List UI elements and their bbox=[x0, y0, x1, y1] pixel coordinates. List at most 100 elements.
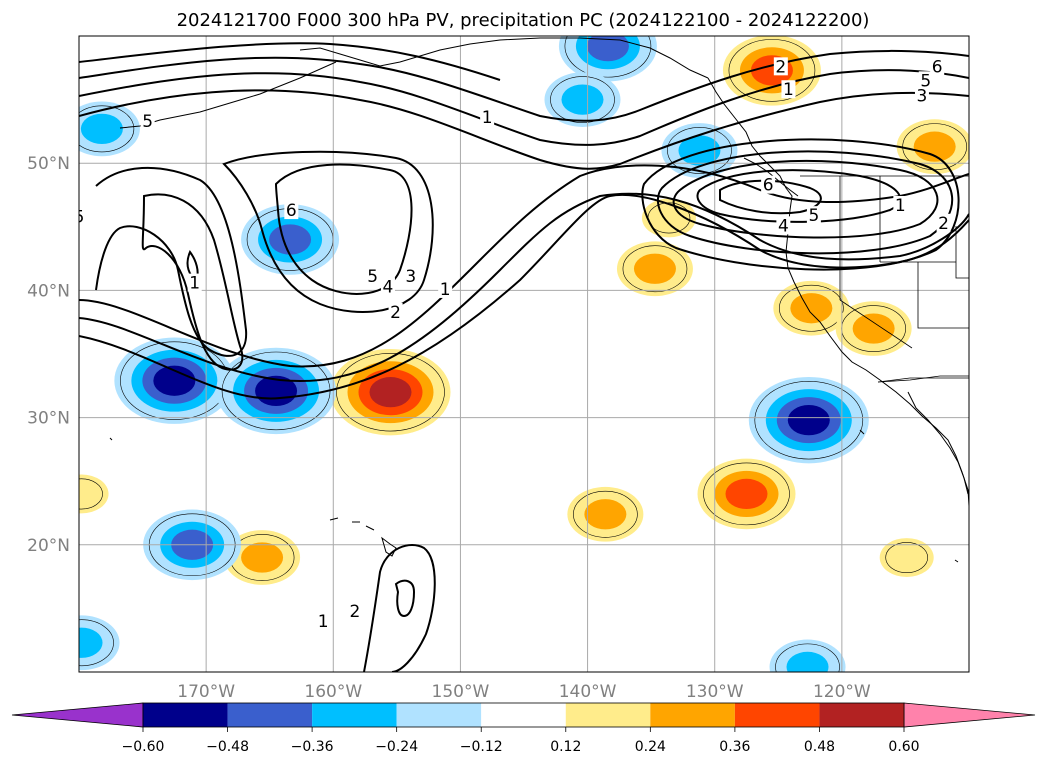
coastline-layer bbox=[109, 37, 969, 563]
pv-hawaii-loop-2 bbox=[394, 579, 416, 618]
contour-label-knockout bbox=[761, 175, 776, 194]
pv-ne-loop-5 bbox=[696, 169, 901, 223]
precip-contour-fill bbox=[80, 113, 123, 144]
contour-label-knockout bbox=[347, 601, 362, 620]
precip-contour-fill bbox=[369, 377, 412, 408]
pv-contour-6 bbox=[79, 49, 969, 122]
precip-contour-fill bbox=[852, 313, 895, 344]
colorbar-segment bbox=[650, 703, 735, 727]
contour-label-knockout bbox=[776, 216, 791, 235]
pv-hawaii-loop-1 bbox=[363, 544, 436, 672]
plot-border bbox=[78, 35, 970, 673]
contour-label: 6 bbox=[932, 57, 943, 77]
colorbar-tick-label: 0.36 bbox=[719, 739, 750, 755]
contour-label: 2 bbox=[775, 57, 786, 77]
colorbar-segment bbox=[143, 703, 228, 727]
precip-contour-fill bbox=[725, 478, 768, 510]
precip-contour-fill bbox=[586, 36, 629, 62]
coastline-hawaii bbox=[329, 517, 397, 557]
contour-label: 1 bbox=[783, 80, 794, 100]
pv-ne-loop-4 bbox=[672, 159, 939, 239]
pv-contour-low-inner bbox=[79, 42, 501, 81]
colorbar-frame bbox=[142, 702, 905, 728]
colorbar-segment bbox=[565, 703, 651, 727]
colorbar-segment bbox=[227, 703, 313, 727]
x-tick-label: 140°W bbox=[559, 682, 617, 702]
colorbar-tick-label: −0.24 bbox=[375, 739, 418, 755]
colorbar-segment bbox=[481, 703, 566, 727]
contour-label: 1 bbox=[482, 108, 493, 128]
coastline-aleutians bbox=[119, 61, 337, 129]
chart-title: 2024121700 F000 300 hPa PV, precipitatio… bbox=[177, 10, 870, 31]
pv-contour-2 bbox=[79, 192, 969, 382]
pv-contour-5 bbox=[79, 69, 969, 146]
contour-label: 5 bbox=[920, 71, 931, 91]
contour-label: 5 bbox=[74, 207, 85, 227]
contour-label: 5 bbox=[808, 206, 819, 226]
contour-label-knockout bbox=[781, 80, 796, 99]
precip-contour-fill bbox=[584, 499, 627, 530]
contour-label: 3 bbox=[917, 87, 928, 107]
colorbar-segment bbox=[312, 703, 397, 727]
contour-label-knockout bbox=[187, 273, 202, 292]
colorbar-segment bbox=[819, 703, 904, 727]
contour-label: 5 bbox=[142, 112, 153, 132]
pv-trough-loop-5 bbox=[222, 150, 434, 313]
precip-anomaly-layer bbox=[79, 36, 969, 672]
pv-ne-loop-3 bbox=[657, 150, 954, 255]
precip-contour-fill bbox=[633, 253, 676, 284]
x-tick-label: 130°W bbox=[686, 682, 744, 702]
colorbar-segment bbox=[396, 703, 482, 727]
contour-label-knockout bbox=[438, 279, 453, 298]
contour-label: 4 bbox=[383, 277, 394, 297]
precip-contour-fill bbox=[241, 542, 284, 573]
border-mexico-us bbox=[877, 375, 969, 383]
colorbar-tick-label: 0.24 bbox=[635, 739, 666, 755]
colorbar-tick-label: −0.60 bbox=[122, 739, 165, 755]
precip-contour-fill bbox=[786, 651, 829, 672]
contour-label: 2 bbox=[390, 303, 401, 323]
pv-contour-3 bbox=[79, 164, 969, 368]
x-tick-label: 150°W bbox=[432, 682, 490, 702]
precip-contour-fill bbox=[678, 135, 721, 166]
colorbar-tick-label: 0.12 bbox=[550, 739, 581, 755]
colorbar: −0.60 −0.48 −0.36 −0.24 −0.12 0.12 0.24 0.36 0.4… bbox=[11, 702, 1036, 755]
precip-contour-fill bbox=[79, 478, 103, 510]
colorbar-tick-label: −0.12 bbox=[460, 739, 503, 755]
pv-trough-loop-3 bbox=[141, 193, 244, 371]
contour-label: 6 bbox=[763, 176, 774, 196]
colorbar-segment bbox=[734, 703, 820, 727]
contour-label-knockout bbox=[480, 108, 495, 127]
x-tick-label: 120°W bbox=[813, 682, 871, 702]
contour-label-knockout bbox=[388, 302, 403, 321]
contour-label: 5 bbox=[367, 267, 378, 287]
contour-label: 6 bbox=[286, 201, 297, 221]
pv-ne-loop-2 bbox=[641, 138, 960, 271]
contour-label-knockout bbox=[403, 267, 418, 286]
precip-contour-fill bbox=[153, 365, 196, 396]
colorbar-tick-label: −0.36 bbox=[291, 739, 334, 755]
y-tick-label: 20°N bbox=[27, 536, 70, 556]
contour-label: 2 bbox=[349, 602, 360, 622]
x-tick-label: 160°W bbox=[304, 682, 362, 702]
contour-label-knockout bbox=[936, 213, 951, 232]
x-axis-tick-labels: 170°W 160°W 150°W 140°W 130°W 120°W bbox=[177, 682, 871, 702]
coastline-small-islands bbox=[109, 429, 959, 563]
precip-contour-fill bbox=[561, 84, 604, 115]
pv-contour-layer bbox=[79, 42, 969, 672]
contour-label-knockout bbox=[914, 86, 929, 105]
contour-label-knockout bbox=[316, 611, 331, 630]
contour-label-knockout bbox=[806, 206, 821, 225]
y-axis-tick-labels: 20°N 30°N 40°N 50°N bbox=[27, 154, 70, 556]
precip-contour-fill bbox=[885, 542, 929, 573]
precip-contour-fill bbox=[790, 293, 833, 324]
colorbar-extend-max bbox=[903, 702, 1036, 728]
contour-label: 1 bbox=[895, 196, 906, 216]
precip-contour-fill bbox=[79, 627, 103, 658]
contour-label-knockout bbox=[365, 267, 380, 286]
pv-trough-loop-4 bbox=[95, 166, 248, 357]
contour-label: 4 bbox=[778, 216, 789, 236]
contour-label-knockout bbox=[284, 201, 299, 220]
contour-label: 1 bbox=[318, 612, 329, 632]
